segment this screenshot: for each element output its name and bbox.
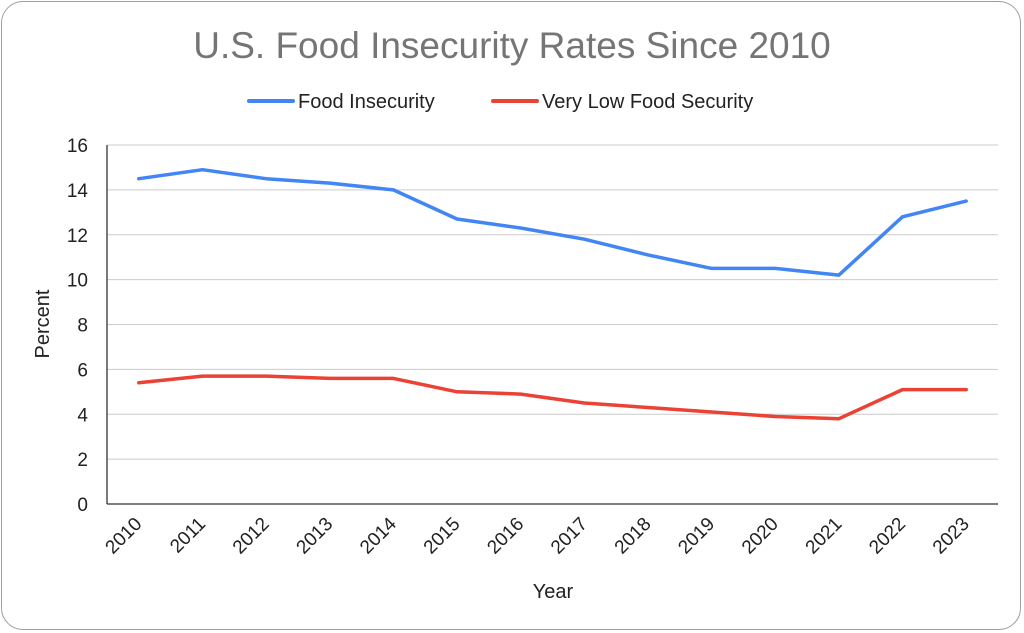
legend-item-food-insecurity: Food Insecurity	[247, 91, 435, 113]
data-point-food-insecurity-2015	[455, 217, 459, 221]
x-tick-label: 2019	[674, 514, 719, 559]
data-point-food-insecurity-2020	[773, 266, 777, 270]
data-point-food-insecurity-2022	[901, 215, 905, 219]
data-point-food-insecurity-2012	[264, 177, 268, 181]
data-point-very-low-food-security-2016	[519, 392, 523, 396]
data-point-very-low-food-security-2018	[646, 406, 650, 410]
x-tick-label: 2010	[102, 514, 147, 559]
series-food-insecurity	[137, 167, 968, 277]
y-tick-label: 4	[77, 405, 88, 426]
x-tick-label: 2017	[547, 514, 592, 559]
legend-item-very-low-food-security: Very Low Food Security	[491, 91, 753, 113]
data-point-very-low-food-security-2015	[455, 390, 459, 394]
legend-label-very-low-food-security: Very Low Food Security	[542, 91, 753, 113]
legend: Food Insecurity Very Low Food Security	[247, 91, 753, 113]
x-tick-label: 2018	[611, 514, 656, 559]
y-tick-label: 2	[77, 450, 88, 471]
data-point-food-insecurity-2018	[646, 253, 650, 257]
data-point-food-insecurity-2014	[391, 188, 395, 192]
y-tick-label: 16	[67, 136, 88, 157]
series-very-low-food-security	[137, 374, 968, 421]
y-tick-label: 8	[77, 316, 88, 337]
gridlines	[107, 144, 998, 460]
data-point-very-low-food-security-2010	[137, 381, 141, 385]
x-tick-label: 2020	[738, 514, 783, 559]
data-point-food-insecurity-2010	[137, 177, 141, 181]
data-point-very-low-food-security-2022	[901, 388, 905, 392]
data-point-very-low-food-security-2021	[837, 417, 841, 421]
data-point-food-insecurity-2019	[710, 266, 714, 270]
data-point-very-low-food-security-2011	[200, 374, 204, 378]
x-axis-ticks: 2010 2011 2012 2013 2014 2015 2016 2017 2018 2019…	[102, 513, 974, 558]
x-tick-label: 2023	[929, 514, 974, 559]
data-point-food-insecurity-2013	[328, 181, 332, 185]
data-point-very-low-food-security-2012	[264, 374, 268, 378]
chart-title: U.S. Food Insecurity Rates Since 2010	[193, 25, 831, 66]
x-tick-label: 2021	[802, 514, 847, 559]
data-point-very-low-food-security-2014	[391, 376, 395, 380]
x-tick-label: 2011	[166, 514, 210, 558]
series-line-food-insecurity	[137, 167, 968, 277]
y-tick-label: 10	[67, 271, 88, 292]
data-point-food-insecurity-2021	[837, 273, 841, 277]
data-point-very-low-food-security-2013	[328, 376, 332, 380]
data-point-food-insecurity-2011	[200, 168, 204, 172]
y-tick-label: 12	[67, 226, 88, 247]
series	[137, 167, 968, 421]
data-point-very-low-food-security-2020	[773, 414, 777, 418]
data-point-very-low-food-security-2019	[710, 410, 714, 414]
y-tick-label: 14	[67, 181, 89, 202]
x-tick-label: 2015	[420, 514, 465, 559]
data-point-very-low-food-security-2023	[964, 388, 968, 392]
y-axis-ticks: 0 2 4 6 8 10 12 14 16	[67, 136, 89, 516]
series-line-very-low-food-security	[137, 374, 968, 421]
data-point-food-insecurity-2023	[964, 199, 968, 203]
data-point-food-insecurity-2017	[582, 237, 586, 241]
y-tick-label: 0	[77, 495, 88, 516]
x-tick-label: 2014	[356, 513, 401, 558]
x-tick-label: 2012	[229, 514, 274, 559]
data-point-food-insecurity-2016	[519, 226, 523, 230]
data-point-very-low-food-security-2017	[582, 401, 586, 405]
x-tick-label: 2022	[865, 514, 910, 559]
y-axis-title: Percent	[32, 289, 54, 358]
x-tick-label: 2013	[293, 514, 338, 559]
legend-label-food-insecurity: Food Insecurity	[298, 91, 435, 113]
y-tick-label: 6	[77, 360, 88, 381]
x-tick-label: 2016	[483, 514, 528, 559]
x-axis-title: Year	[533, 581, 574, 603]
